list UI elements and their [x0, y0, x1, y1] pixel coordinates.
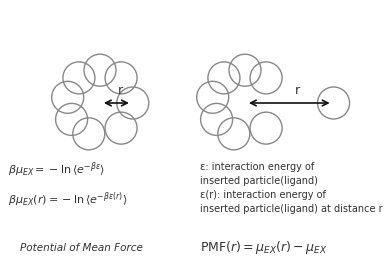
Text: r: r — [295, 84, 300, 97]
Text: $\beta\mu_{EX} = -\ln\langle e^{-\beta\varepsilon}\rangle$: $\beta\mu_{EX} = -\ln\langle e^{-\beta\v… — [8, 161, 105, 179]
Text: ε: interaction energy of
inserted particle(ligand): ε: interaction energy of inserted partic… — [200, 162, 318, 186]
Text: ε(r): interaction energy of
inserted particle(ligand) at distance r: ε(r): interaction energy of inserted par… — [200, 190, 383, 214]
Text: r: r — [118, 84, 123, 97]
Text: $\beta\mu_{EX}(r) = -\ln\langle e^{-\beta\varepsilon(r)}\rangle$: $\beta\mu_{EX}(r) = -\ln\langle e^{-\bet… — [8, 191, 127, 209]
Text: $\mathrm{PMF}(r) = \mu_{EX}(r) - \mu_{EX}$: $\mathrm{PMF}(r) = \mu_{EX}(r) - \mu_{EX… — [200, 240, 327, 257]
Text: Potential of Mean Force: Potential of Mean Force — [20, 243, 143, 253]
